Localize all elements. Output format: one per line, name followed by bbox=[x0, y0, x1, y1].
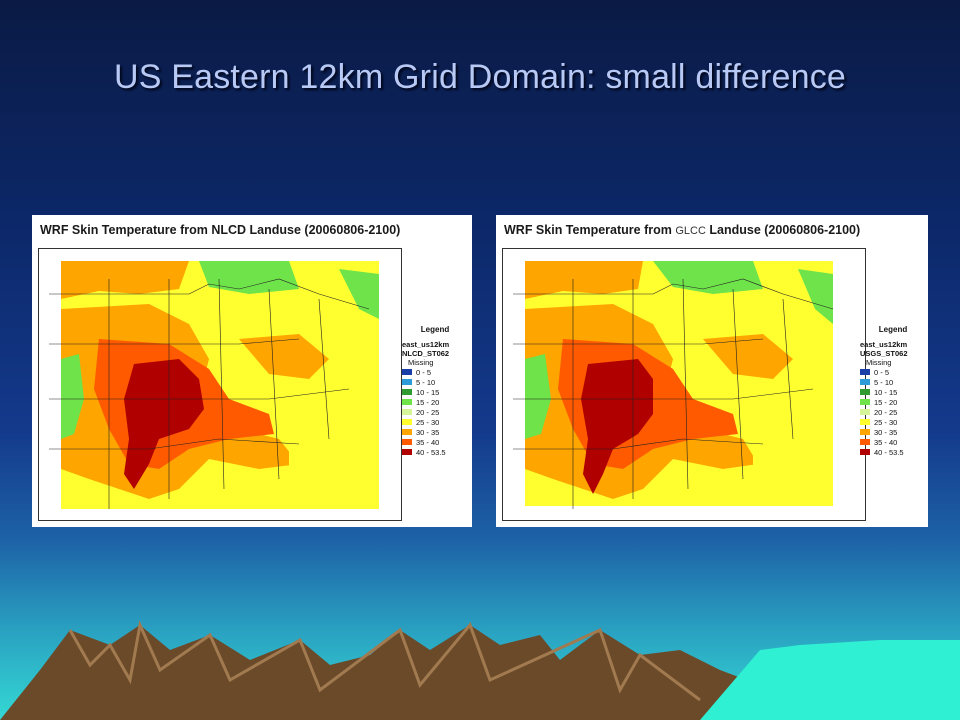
legend-swatch bbox=[402, 399, 412, 405]
legend-swatch bbox=[860, 379, 870, 385]
map-title-glcc: WRF Skin Temperature from GLCC Landuse (… bbox=[504, 223, 860, 237]
legend-label: 0 - 5 bbox=[416, 367, 432, 377]
legend-item: 0 - 5 bbox=[860, 367, 926, 377]
mountain-decoration bbox=[0, 619, 960, 720]
legend-label: 35 - 40 bbox=[416, 437, 440, 447]
legend-swatch bbox=[860, 409, 870, 415]
legend-item: 10 - 15 bbox=[402, 387, 468, 397]
legend-swatch bbox=[402, 409, 412, 415]
legend-label: 25 - 30 bbox=[416, 417, 440, 427]
legend-swatch bbox=[860, 429, 870, 435]
legend-item: 30 - 35 bbox=[402, 427, 468, 437]
map-title-source: GLCC bbox=[675, 225, 706, 237]
map-title-prefix: WRF Skin Temperature from bbox=[40, 223, 208, 237]
legend-label: 15 - 20 bbox=[874, 397, 898, 407]
map-title-suffix: Landuse (20060806-2100) bbox=[709, 223, 861, 237]
legend-item: 35 - 40 bbox=[860, 437, 926, 447]
map-panel-nlcd: WRF Skin Temperature from NLCD Landuse (… bbox=[32, 215, 472, 527]
legend-swatch bbox=[402, 429, 412, 435]
legend-heading: Legend bbox=[878, 325, 908, 334]
legend-swatch bbox=[860, 419, 870, 425]
legend-label: 25 - 30 bbox=[874, 417, 898, 427]
legend-domain: east_us12km bbox=[402, 340, 450, 349]
legend-label: 40 - 53.5 bbox=[416, 447, 446, 457]
legend-label: 10 - 15 bbox=[416, 387, 440, 397]
legend-label: 10 - 15 bbox=[874, 387, 898, 397]
legend-swatch bbox=[860, 399, 870, 405]
legend-swatch bbox=[402, 449, 412, 455]
legend-heading: Legend bbox=[420, 325, 450, 334]
slide-title: US Eastern 12km Grid Domain: small diffe… bbox=[113, 58, 847, 96]
legend-missing: Missing bbox=[866, 358, 892, 367]
legend-item: 0 - 5 bbox=[402, 367, 468, 377]
temperature-map-glcc bbox=[513, 261, 834, 509]
legend-item: 25 - 30 bbox=[860, 417, 926, 427]
legend-item: 20 - 25 bbox=[860, 407, 926, 417]
legend-domain: east_us12km bbox=[860, 340, 908, 349]
map-title-source: NLCD bbox=[211, 223, 247, 237]
legend-swatch bbox=[402, 419, 412, 425]
legend-item: 30 - 35 bbox=[860, 427, 926, 437]
legend-swatch bbox=[402, 379, 412, 385]
legend-nlcd: Legend east_us12km NLCD_ST062 Missing 0 … bbox=[402, 325, 468, 457]
legend-swatch bbox=[402, 389, 412, 395]
legend-swatch bbox=[402, 439, 412, 445]
legend-missing: Missing bbox=[408, 358, 434, 367]
legend-layer: NLCD_ST062 bbox=[402, 349, 450, 358]
temperature-map-nlcd bbox=[49, 261, 379, 509]
map-frame-nlcd bbox=[38, 248, 402, 521]
legend-label: 5 - 10 bbox=[416, 377, 436, 387]
legend-label: 15 - 20 bbox=[416, 397, 440, 407]
legend-glcc: Legend east_us12km USGS_ST062 Missing 0 … bbox=[860, 325, 926, 457]
legend-item: 15 - 20 bbox=[860, 397, 926, 407]
legend-item: 5 - 10 bbox=[860, 377, 926, 387]
legend-label: 35 - 40 bbox=[874, 437, 898, 447]
legend-layer: USGS_ST062 bbox=[860, 349, 908, 358]
map-title-prefix: WRF Skin Temperature from bbox=[504, 223, 672, 237]
legend-label: 5 - 10 bbox=[874, 377, 894, 387]
legend-label: 20 - 25 bbox=[874, 407, 898, 417]
legend-swatch bbox=[402, 369, 412, 375]
legend-item: 35 - 40 bbox=[402, 437, 468, 447]
legend-swatch bbox=[860, 449, 870, 455]
legend-item: 40 - 53.5 bbox=[860, 447, 926, 457]
legend-item: 40 - 53.5 bbox=[402, 447, 468, 457]
legend-swatch bbox=[860, 439, 870, 445]
legend-swatch bbox=[860, 389, 870, 395]
map-title-suffix: Landuse (20060806-2100) bbox=[249, 223, 401, 237]
legend-label: 0 - 5 bbox=[874, 367, 890, 377]
legend-label: 30 - 35 bbox=[416, 427, 440, 437]
map-panel-glcc: WRF Skin Temperature from GLCC Landuse (… bbox=[496, 215, 928, 527]
legend-label: 40 - 53.5 bbox=[874, 447, 904, 457]
legend-item: 10 - 15 bbox=[860, 387, 926, 397]
map-frame-glcc bbox=[502, 248, 866, 521]
legend-item: 5 - 10 bbox=[402, 377, 468, 387]
map-title-nlcd: WRF Skin Temperature from NLCD Landuse (… bbox=[40, 223, 400, 237]
legend-label: 20 - 25 bbox=[416, 407, 440, 417]
legend-label: 30 - 35 bbox=[874, 427, 898, 437]
legend-swatch bbox=[860, 369, 870, 375]
legend-item: 15 - 20 bbox=[402, 397, 468, 407]
legend-item: 25 - 30 bbox=[402, 417, 468, 427]
legend-item: 20 - 25 bbox=[402, 407, 468, 417]
